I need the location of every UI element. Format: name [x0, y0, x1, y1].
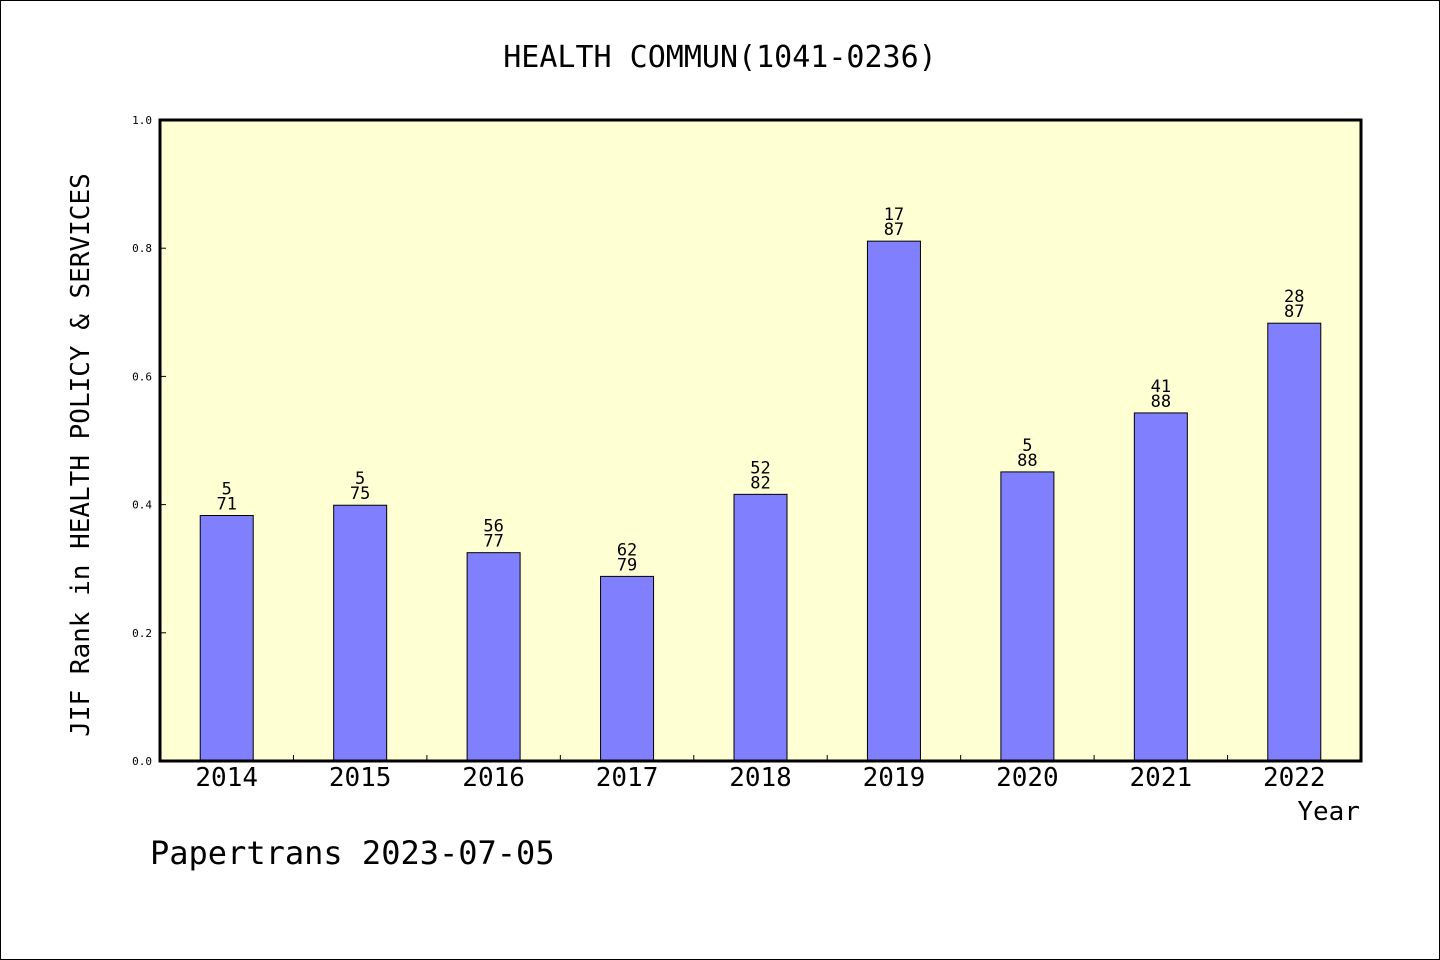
bar [600, 575, 655, 762]
bar-rank-label: 17 [884, 205, 904, 225]
bar-rank-label: 56 [483, 517, 503, 537]
bar-rank-label: 62 [617, 540, 637, 560]
bar [333, 504, 388, 762]
bar [866, 240, 921, 762]
y-axis-label: JIF Rank in HEALTH POLICY & SERVICES [66, 173, 96, 737]
bar-total-label: 75 [350, 484, 370, 504]
x-tick-label: 2016 [462, 763, 525, 793]
bar-rank-label: 5 [355, 469, 365, 489]
bar-total-label: 77 [483, 532, 503, 552]
x-tick-label: 2020 [996, 763, 1059, 793]
chart-title: HEALTH COMMUN(1041-0236) [503, 40, 936, 75]
bar-total-label: 88 [1151, 392, 1171, 412]
x-axis-label: Year [1297, 797, 1360, 827]
bar [1133, 412, 1188, 762]
footer-credit: Papertrans 2023-07-05 [150, 834, 555, 872]
y-tick-label: 0.8 [132, 242, 152, 255]
bar-total-label: 87 [884, 220, 904, 240]
x-tick-label: 2015 [329, 763, 392, 793]
y-axis: 0.0 0.2 0.4 0.6 0.8 1.0 [132, 114, 166, 768]
bar [1000, 471, 1055, 762]
bar-rank-label: 41 [1151, 377, 1171, 397]
bars [199, 240, 1322, 762]
bar [1267, 322, 1322, 762]
x-tick-label: 2022 [1263, 763, 1326, 793]
bar-rank-label: 28 [1284, 287, 1304, 307]
y-tick-label: 1.0 [132, 114, 152, 127]
bar-rank-label: 5 [222, 479, 232, 499]
plot-frame [158, 118, 1363, 763]
bar-total-label: 88 [1017, 451, 1037, 471]
bar [733, 493, 788, 762]
x-tick-label: 2018 [729, 763, 792, 793]
x-tick-label: 2017 [596, 763, 659, 793]
bar-rank-label: 5 [1022, 436, 1032, 456]
y-tick-label: 0.6 [132, 370, 152, 383]
x-tick-label: 2014 [195, 763, 258, 793]
bar-total-label: 87 [1284, 302, 1304, 322]
bar-total-label: 79 [617, 555, 637, 575]
y-tick-label: 0.4 [132, 499, 152, 512]
bar-rank-label: 52 [750, 458, 770, 478]
bar [199, 514, 254, 762]
y-tick-label: 0.0 [132, 755, 152, 768]
bar-total-label: 71 [216, 494, 236, 514]
bar [466, 552, 521, 762]
x-tick-label: 2019 [863, 763, 926, 793]
x-tick-label: 2021 [1130, 763, 1193, 793]
bar-total-label: 82 [750, 473, 770, 493]
y-tick-label: 0.2 [132, 627, 152, 640]
x-axis: 2014 2015 2016 2017 2018 2019 2020 2021 2022 [195, 755, 1326, 793]
